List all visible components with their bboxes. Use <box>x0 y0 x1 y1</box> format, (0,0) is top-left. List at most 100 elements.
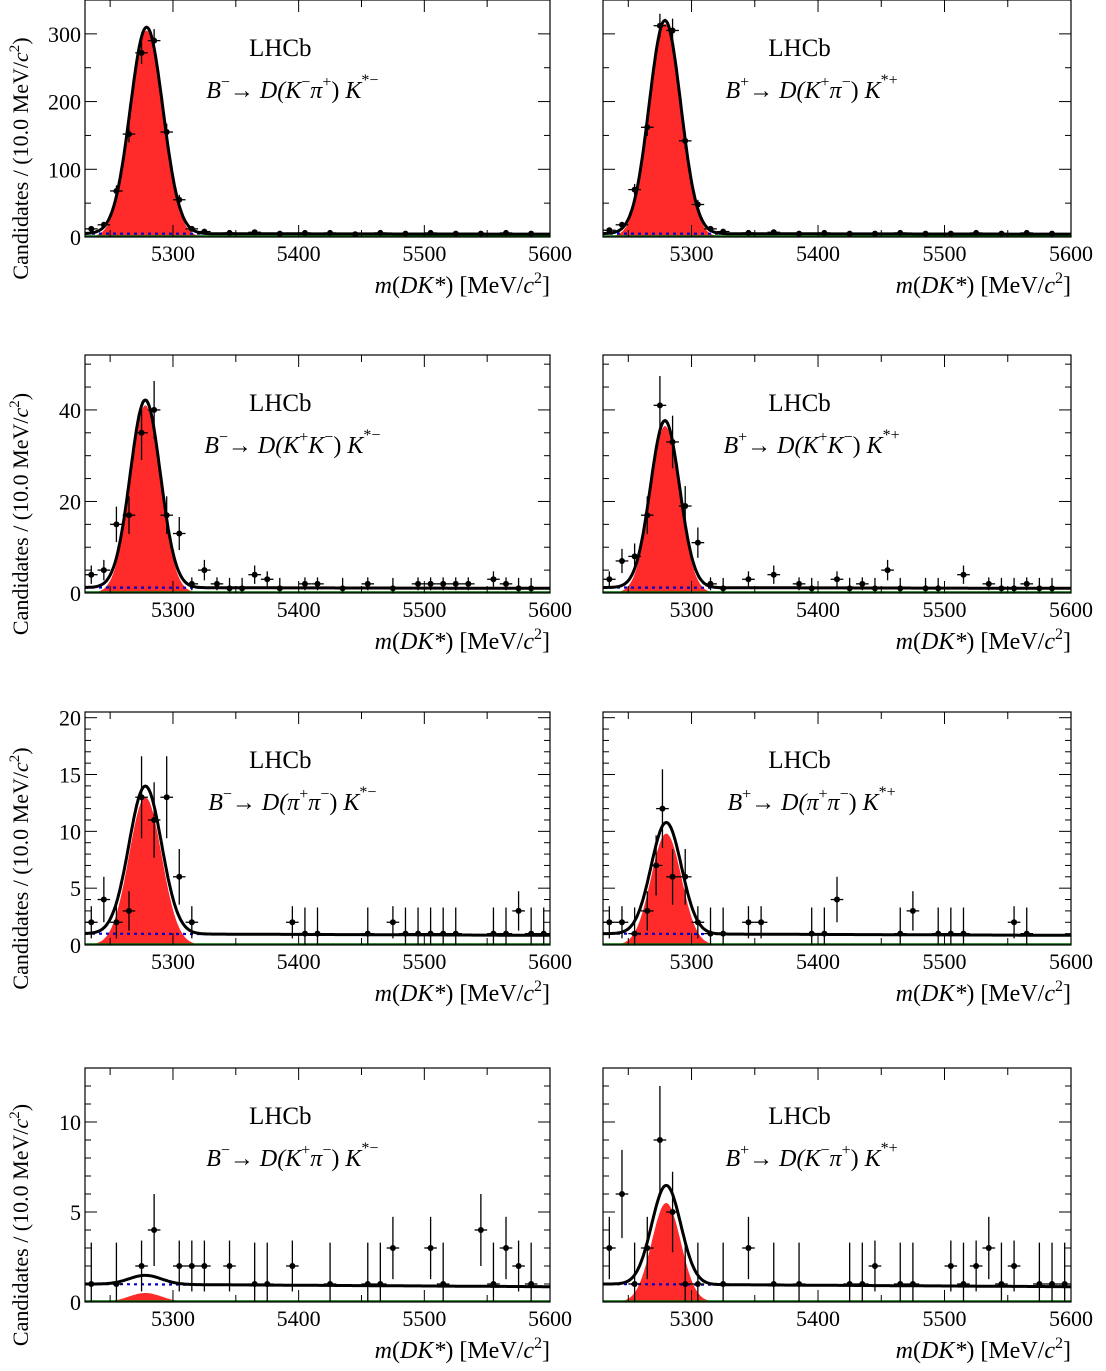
x-label-unit: ) [MeV/ <box>966 1338 1044 1364</box>
signal-component-area <box>603 425 1071 593</box>
decay-parent-charge: + <box>738 429 747 446</box>
data-point <box>264 1281 271 1287</box>
x-label-unit: ) [MeV/ <box>966 273 1044 299</box>
data-point <box>138 49 145 56</box>
data-point <box>606 576 613 583</box>
data-point <box>289 919 296 926</box>
data-point <box>796 580 803 587</box>
data-point <box>846 230 853 237</box>
data-point <box>503 229 510 236</box>
data-point <box>745 229 752 236</box>
decay-kstar: K <box>862 790 881 816</box>
decay-daughter-1-charge: + <box>299 429 308 446</box>
data-point <box>503 580 510 587</box>
x-label-bracket: ] <box>542 1338 550 1364</box>
data-point <box>821 930 828 937</box>
x-tick-label: 5400 <box>796 597 840 622</box>
data-point <box>125 512 132 519</box>
y-tick-label: 20 <box>59 489 81 514</box>
decay-daughter-2-charge: + <box>842 1142 851 1159</box>
decay-parent-charge: − <box>221 74 230 91</box>
x-label-sq: 2 <box>1055 1335 1063 1352</box>
plot-area <box>603 13 1071 237</box>
y-tick-label: 20 <box>59 706 81 731</box>
decay-daughter-2: π <box>830 78 843 104</box>
x-label-unit: ) [MeV/ <box>445 629 523 655</box>
data-point <box>528 585 535 592</box>
x-label-bracket: ] <box>1063 273 1071 299</box>
data-point <box>477 230 484 237</box>
data-point <box>644 512 651 519</box>
data-points <box>603 13 1059 237</box>
x-label-bracket: ] <box>1063 981 1071 1007</box>
x-label-sq: 2 <box>1055 270 1063 287</box>
data-point <box>973 1263 980 1269</box>
decay-parent-charge: + <box>740 1142 749 1159</box>
decay-daughter-2-charge: − <box>840 786 849 803</box>
decay-arrow: → <box>747 433 777 459</box>
signal-component-area <box>603 1203 1071 1302</box>
decay-daughter-1: K <box>282 433 301 459</box>
data-point <box>314 580 321 587</box>
x-label-paren: ( <box>913 273 921 299</box>
x-tick-label: 5300 <box>151 1306 195 1331</box>
experiment-label: LHCb <box>249 35 312 62</box>
decay-kstar: K <box>864 78 883 104</box>
data-point <box>1023 930 1030 937</box>
data-point <box>618 1191 625 1197</box>
x-label-c: c <box>1044 273 1055 299</box>
y-tick-label: 0 <box>70 933 81 958</box>
data-point <box>644 907 651 914</box>
x-label-dk: DK* <box>399 1338 445 1364</box>
data-point <box>515 1263 522 1269</box>
data-points <box>85 29 538 237</box>
data-point <box>213 580 220 587</box>
data-point <box>415 580 422 587</box>
data-point <box>707 930 714 937</box>
data-point <box>1049 585 1056 592</box>
decay-d-close: ) <box>331 78 345 104</box>
y-axis-label: Candidates / (10.0 MeV/c2) <box>7 37 33 279</box>
data-point <box>659 805 666 812</box>
x-tick-label: 5400 <box>277 597 321 622</box>
x-tick-label: 5500 <box>923 949 967 974</box>
decay-parent-charge: − <box>221 1142 230 1159</box>
experiment-label: LHCb <box>249 390 312 417</box>
plot-frame <box>84 711 551 946</box>
decay-daughter-2-charge: − <box>842 74 851 91</box>
data-point <box>465 580 472 587</box>
decay-daughter-1-charge: + <box>299 786 308 803</box>
decay-d-meson: D( <box>257 433 285 459</box>
total-fit-curve <box>603 418 1071 590</box>
data-point <box>490 930 497 937</box>
data-point <box>656 402 663 409</box>
decay-d-close: ) <box>329 790 343 816</box>
total-fit-curve <box>85 1273 550 1289</box>
x-tick-label: 5400 <box>277 1306 321 1331</box>
y-axis-label: Candidates / (10.0 MeV/c2) <box>7 393 33 635</box>
data-point <box>163 794 170 801</box>
data-point <box>88 919 95 926</box>
x-tick-label: 5400 <box>277 949 321 974</box>
decay-label: B+→ D(K+π−) K*+ <box>725 72 897 104</box>
data-point <box>694 1281 701 1287</box>
decay-label: B−→ D(K+π−) K*− <box>206 1140 378 1172</box>
x-label-paren: ( <box>913 629 921 655</box>
data-point <box>276 230 283 237</box>
data-point <box>503 930 510 937</box>
x-tick-label: 5300 <box>670 597 714 622</box>
data-point <box>669 1209 676 1215</box>
x-label-m: m <box>896 273 913 299</box>
data-point <box>947 230 954 237</box>
total-fit-curve <box>603 820 1071 937</box>
data-point <box>1023 229 1030 236</box>
data-point <box>606 919 613 926</box>
data-point <box>100 221 107 228</box>
decay-parent: B <box>723 433 738 459</box>
y-tick-label: 5 <box>70 1200 81 1225</box>
x-label-paren: ( <box>913 981 921 1007</box>
x-tick-label: 5500 <box>923 597 967 622</box>
data-point <box>935 930 942 937</box>
